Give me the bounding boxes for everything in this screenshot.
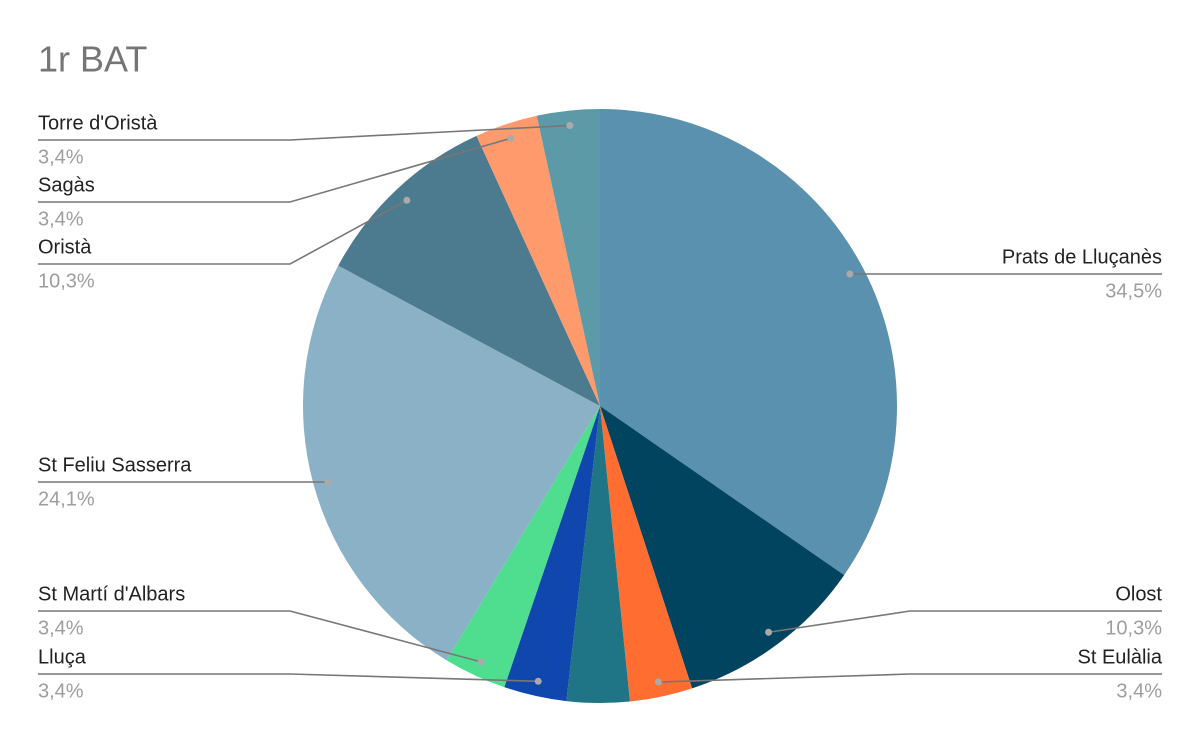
- slice-label: Lluça: [38, 646, 87, 668]
- pie-slice: [303, 265, 600, 661]
- leader-dot: [566, 121, 574, 129]
- value-label: 3,4%: [38, 208, 84, 230]
- pie-slice: [476, 115, 600, 407]
- value-label: 3,4%: [38, 617, 84, 639]
- pie-slice: [600, 406, 693, 702]
- pie-slice: [446, 406, 600, 688]
- value-label: 24,1%: [38, 488, 95, 510]
- leader-line: [38, 673, 539, 683]
- slice-label: Olost: [1115, 583, 1162, 605]
- slice-label: St Feliu Sasserra: [38, 454, 192, 476]
- pie-slice: [504, 406, 600, 702]
- leader-line: [38, 137, 512, 203]
- value-label: 3,4%: [1116, 680, 1162, 702]
- value-label: 10,3%: [38, 270, 95, 292]
- pie-slice: [600, 109, 897, 576]
- pie-slice: [536, 109, 600, 406]
- leader-line: [658, 673, 1162, 683]
- slice-label: Prats de Lluçanès: [1002, 246, 1162, 268]
- leader-dot: [846, 270, 854, 278]
- slice-label: Oristà: [38, 236, 92, 258]
- leader-dot: [765, 628, 773, 636]
- slice-label: St Eulàlia: [1078, 646, 1163, 668]
- chart-title: 1r BAT: [38, 39, 147, 80]
- leader-dot: [324, 478, 332, 486]
- leader-dot: [403, 196, 411, 204]
- pie-slice: [566, 406, 630, 703]
- leader-dot: [654, 678, 662, 686]
- pie-slice: [600, 406, 845, 689]
- leader-line: [38, 124, 570, 141]
- slice-label: Sagàs: [38, 174, 95, 196]
- leader-dot: [507, 134, 515, 142]
- slice-label: St Martí d'Albars: [38, 583, 185, 605]
- slice-label: Torre d'Oristà: [38, 112, 158, 134]
- leader-dot: [477, 658, 485, 666]
- leader-dot: [534, 677, 542, 685]
- value-label: 3,4%: [38, 146, 84, 168]
- value-label: 34,5%: [1105, 280, 1162, 302]
- value-label: 3,4%: [38, 680, 84, 702]
- pie-slice: [338, 135, 600, 406]
- value-label: 10,3%: [1105, 617, 1162, 639]
- leader-line: [768, 610, 1162, 634]
- leader-line: [38, 610, 482, 663]
- leader-line: [38, 199, 408, 265]
